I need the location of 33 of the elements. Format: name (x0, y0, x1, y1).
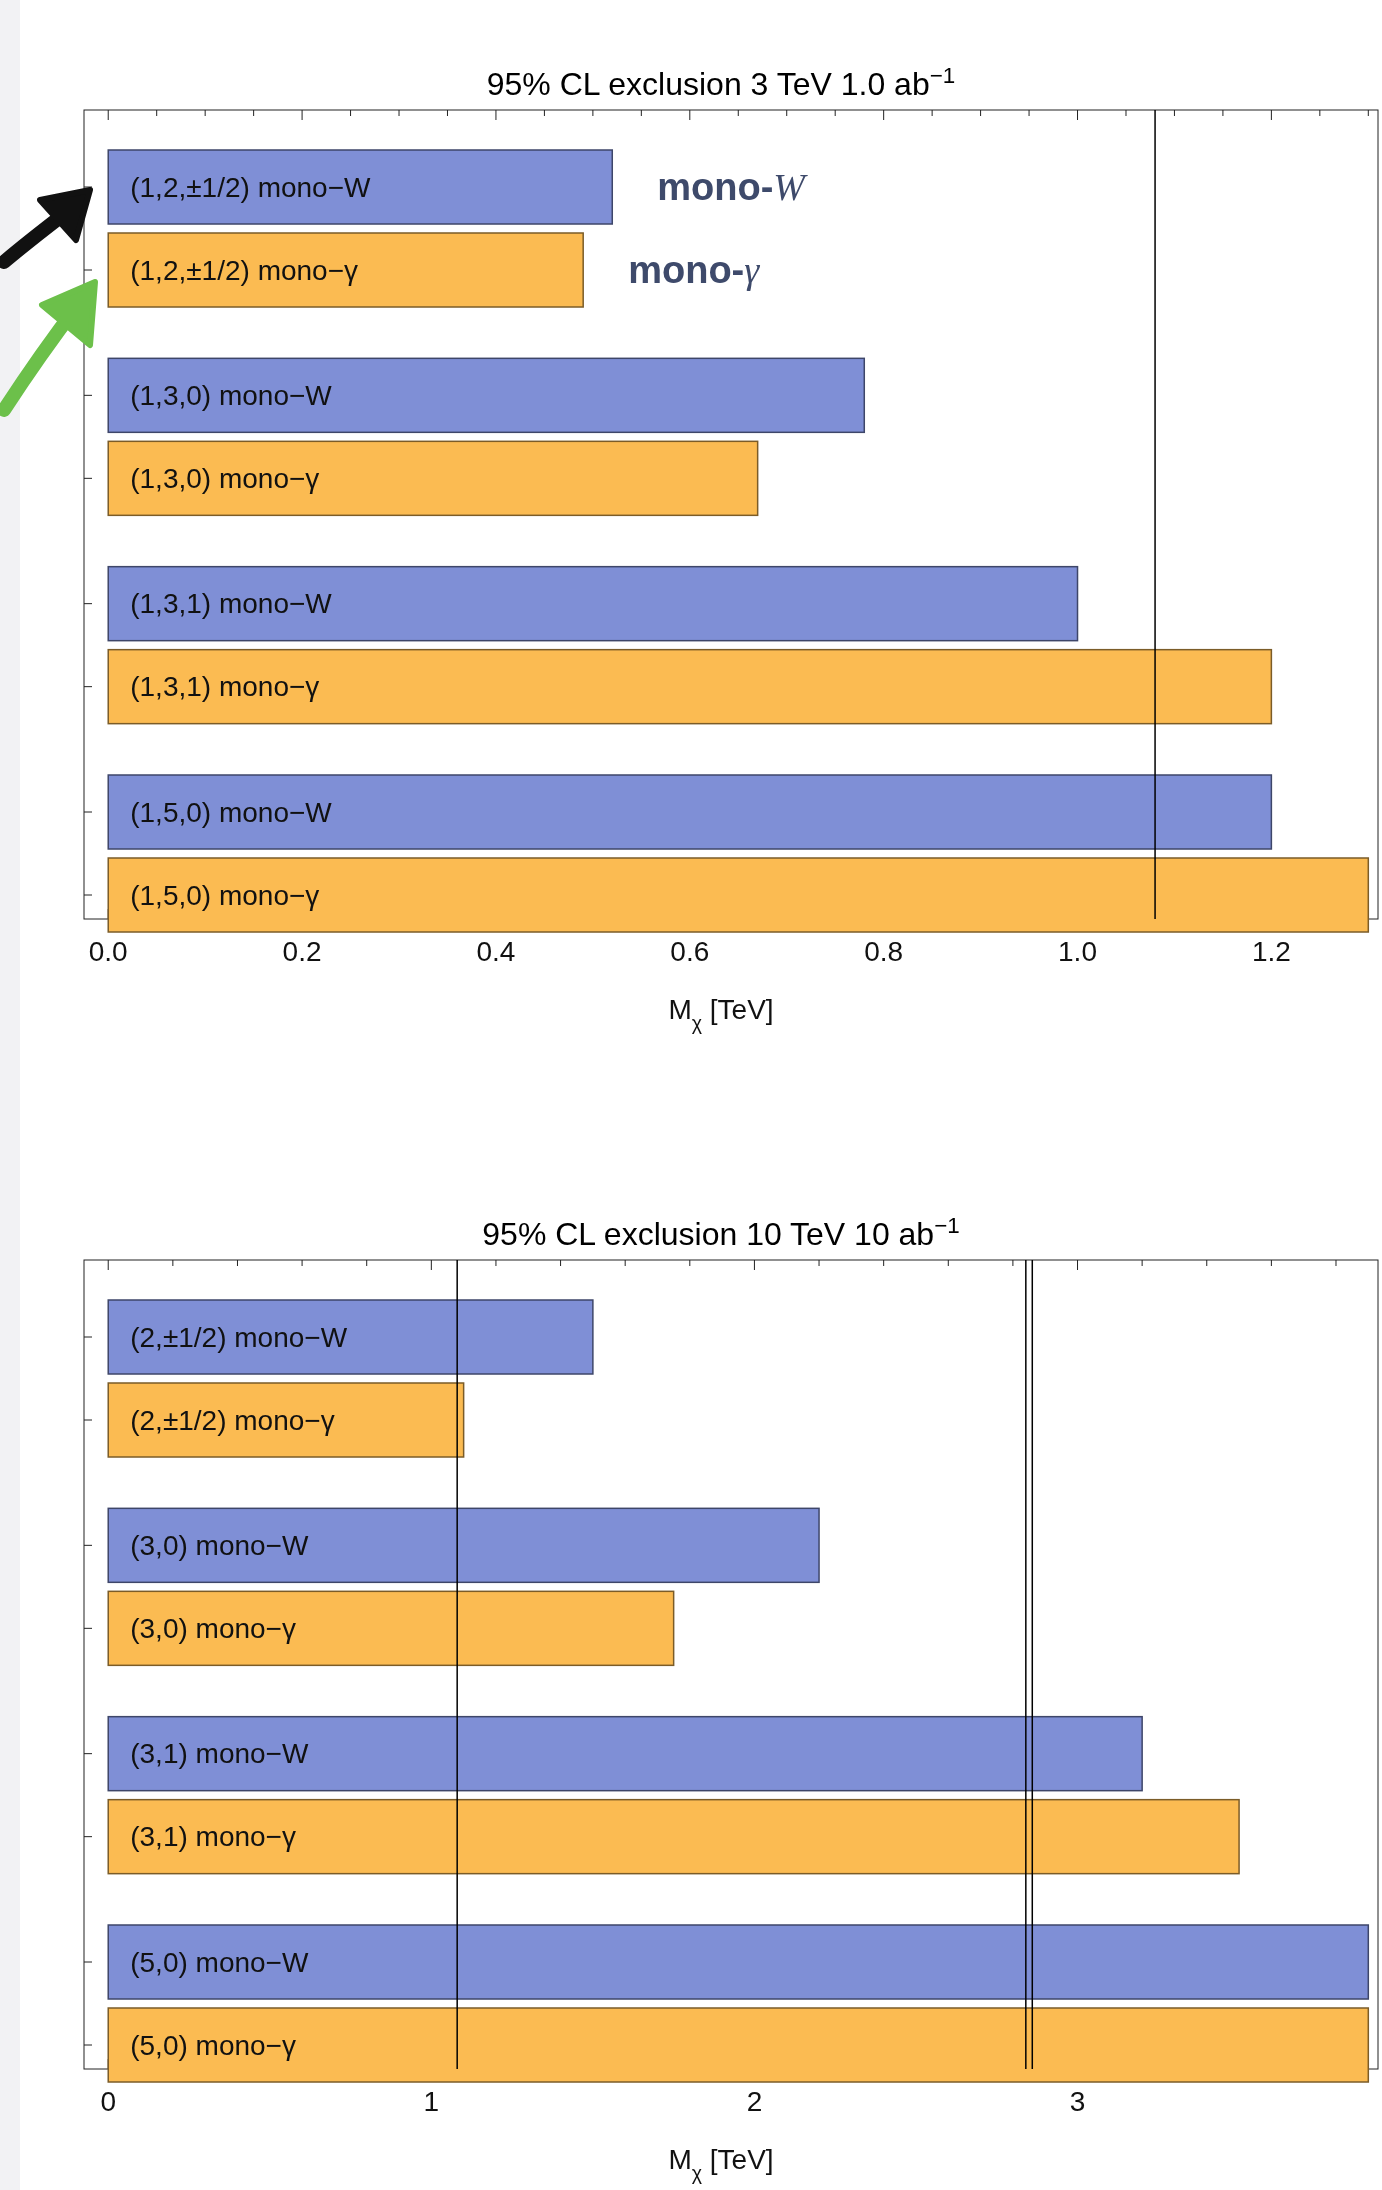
x-tick-label: 3 (1069, 2086, 1086, 2117)
category-label: (1,3,1) mono−γ (130, 671, 320, 703)
x-tick-label: 0.2 (282, 936, 322, 967)
x-tick-label: 0.0 (88, 936, 128, 967)
x-tick-label: 2 (746, 2086, 763, 2117)
category-label: (3,0) mono−γ (130, 1612, 296, 1644)
category-label: (1,3,0) mono−γ (130, 462, 320, 494)
x-tick-label: 0.6 (670, 936, 710, 967)
x-tick-label: 1.2 (1251, 936, 1291, 967)
category-label: (3,1) mono−γ (130, 1821, 296, 1853)
category-label: (1,2,±1/2) mono−W (130, 171, 371, 203)
category-label: (1,3,1) mono−W (130, 588, 332, 620)
category-label: (1,5,0) mono−W (130, 796, 332, 828)
category-label: (2,±1/2) mono−γ (130, 1404, 335, 1436)
chart-title: 95% CL exclusion 3 TeV 1.0 ab$^{−1}$ (486, 62, 956, 102)
x-tick-label: 0.4 (476, 936, 516, 967)
category-label: (1,3,0) mono−W (130, 379, 332, 411)
x-tick-label: 0.8 (864, 936, 904, 967)
x-tick-label: 1 (423, 2086, 440, 2117)
category-label: (3,1) mono−W (130, 1738, 309, 1770)
category-label: (5,0) mono−γ (130, 2029, 296, 2061)
x-axis-title: M$_{χ}$ [TeV] (668, 994, 774, 1034)
x-tick-label: 0 (100, 2086, 117, 2117)
x-tick-label: 1.0 (1058, 936, 1097, 967)
annotation: mono-W (657, 166, 809, 208)
x-axis-title: M$_{χ}$ [TeV] (668, 2144, 774, 2184)
category-label: (3,0) mono−W (130, 1529, 309, 1561)
category-label: (1,5,0) mono−γ (130, 879, 320, 911)
category-label: (2,±1/2) mono−W (130, 1321, 348, 1353)
annotation: mono-γ (628, 249, 761, 291)
category-label: (5,0) mono−W (130, 1946, 309, 1978)
chart-title: 95% CL exclusion 10 TeV 10 ab$^{−1}$ (482, 1212, 960, 1252)
category-label: (1,2,±1/2) mono−γ (130, 254, 359, 286)
